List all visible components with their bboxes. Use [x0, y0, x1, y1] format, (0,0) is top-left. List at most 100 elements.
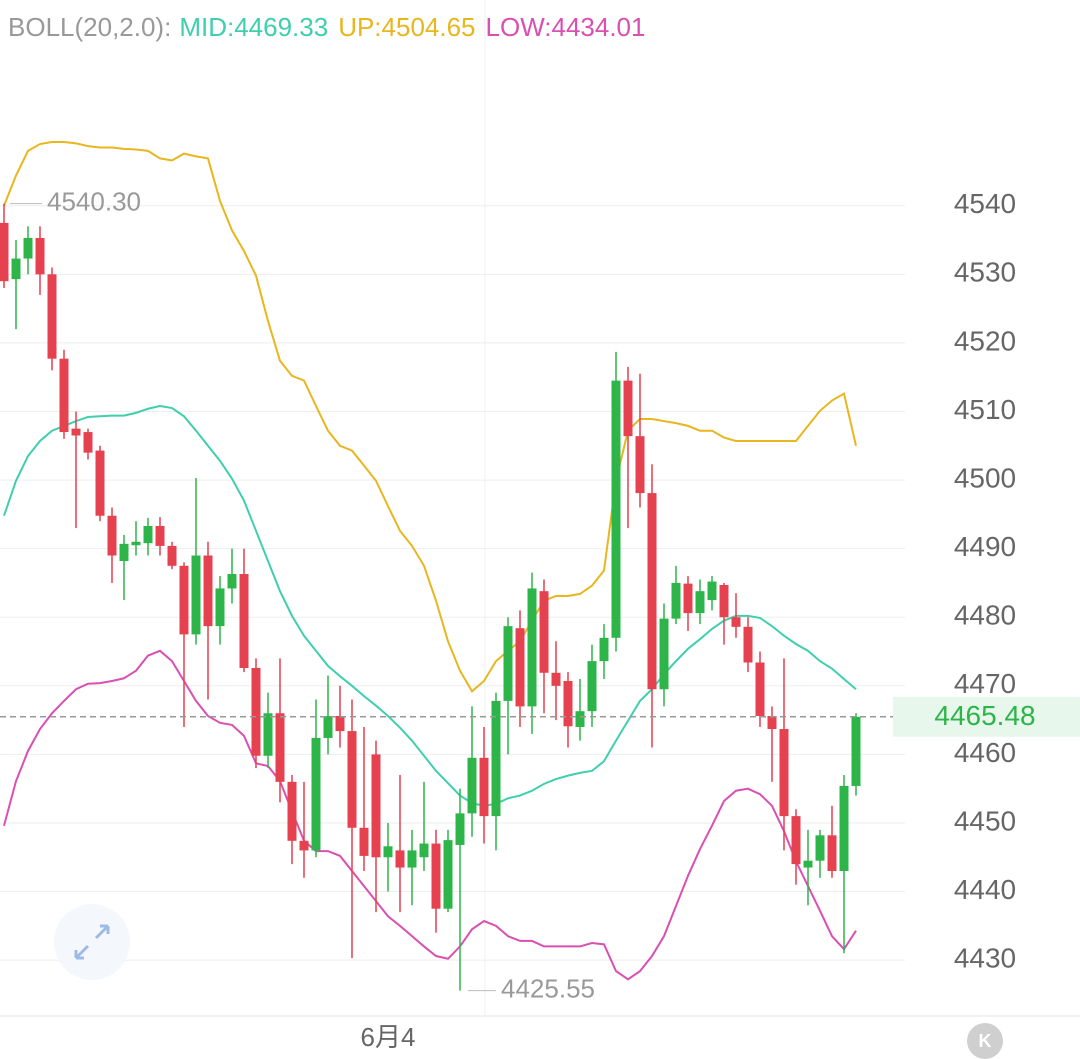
candle-body: [95, 450, 105, 516]
candle-body: [467, 757, 477, 814]
candle-body: [455, 813, 465, 845]
candle-body: [179, 565, 189, 635]
y-tick-label: 4490: [954, 531, 1016, 562]
candle-body: [719, 584, 729, 618]
candle-body: [743, 626, 753, 663]
candle-body: [299, 840, 309, 851]
candle-body: [155, 526, 165, 546]
y-tick-label: 4450: [954, 805, 1016, 836]
max-label: 4540.30: [47, 187, 141, 217]
k-button[interactable]: [967, 1023, 1003, 1059]
candle-body: [815, 835, 825, 861]
candle-body: [611, 380, 621, 638]
candle-body: [323, 715, 333, 738]
candle-body: [191, 555, 201, 635]
candle-body: [683, 583, 693, 614]
band-line: [3, 404, 857, 807]
candle-body: [695, 591, 705, 614]
candle-body: [59, 358, 69, 433]
candle-body: [167, 545, 177, 566]
candle-body: [203, 555, 213, 627]
legend-entry: MID:4469.33: [179, 12, 328, 42]
candle-body: [131, 541, 141, 546]
candle-body: [599, 637, 609, 662]
candle-body: [23, 237, 33, 259]
candle-body: [0, 222, 9, 282]
candle-body: [767, 715, 777, 730]
legend-entry: UP:4504.65: [338, 12, 475, 42]
y-tick-label: 4540: [954, 188, 1016, 219]
candle-body: [839, 785, 849, 871]
candle-body: [515, 628, 525, 707]
legend-entry: LOW:4434.01: [486, 12, 646, 42]
candle-body: [215, 588, 225, 627]
candle-body: [575, 711, 585, 727]
last-price-label: 4465.48: [934, 700, 1035, 731]
candle-body: [707, 581, 717, 601]
candle-body: [755, 662, 765, 716]
candle-body: [275, 713, 285, 782]
band-line: [3, 140, 857, 693]
candle-body: [383, 846, 393, 858]
candle-body: [371, 754, 381, 858]
min-label: 4425.55: [501, 974, 595, 1004]
candle-body: [647, 493, 657, 690]
candle-body: [827, 835, 837, 871]
candle-body: [83, 432, 93, 453]
candle-body: [335, 715, 345, 732]
candle-body: [803, 860, 813, 868]
y-tick-label: 4520: [954, 325, 1016, 356]
indicator-label: BOLL(20,2.0):: [8, 12, 171, 42]
y-tick-label: 4510: [954, 394, 1016, 425]
plot: 4430 4440 4450 4460 4470 4480 4490 4500 4510 4520…: [0, 140, 1080, 1052]
candle-body: [419, 843, 429, 858]
candle-body: [107, 515, 117, 556]
legend: BOLL(20,2.0): MID:4469.33 UP:4504.65 LOW:44…: [8, 12, 645, 42]
y-tick-label: 4470: [954, 668, 1016, 699]
candle-body: [239, 574, 249, 668]
candle-body: [539, 591, 549, 673]
candle-body: [587, 661, 597, 712]
x-tick-label: 6月4: [361, 1022, 416, 1052]
candle-body: [11, 258, 21, 280]
candle-body: [143, 526, 153, 544]
y-tick-label: 4440: [954, 874, 1016, 905]
candle-body: [311, 737, 321, 851]
y-tick-label: 4500: [954, 462, 1016, 493]
candle-body: [779, 729, 789, 817]
band-line: [3, 649, 857, 981]
candle-body: [407, 850, 417, 868]
candle-body: [47, 274, 57, 359]
last-price-box: [893, 696, 1080, 737]
candle-body: [851, 716, 861, 786]
candle-body: [791, 816, 801, 865]
candle-body: [503, 626, 513, 701]
expand-icon: [74, 924, 110, 960]
candle-body: [731, 617, 741, 627]
candle-body: [635, 436, 645, 494]
candle-body: [395, 850, 405, 868]
candle-body: [347, 731, 357, 828]
candle-body: [479, 757, 489, 817]
candle-body: [431, 843, 441, 909]
expand-button[interactable]: [54, 904, 130, 980]
candle-body: [119, 543, 129, 561]
candle-body: [35, 237, 45, 275]
y-tick-label: 4480: [954, 600, 1016, 631]
candle-body: [527, 588, 537, 707]
candle-body: [623, 380, 633, 437]
candle-body: [263, 713, 273, 756]
y-tick-label: 4460: [954, 737, 1016, 768]
candle-body: [287, 781, 297, 841]
candle-body: [551, 672, 561, 686]
candle-body: [491, 700, 501, 817]
y-tick-label: 4430: [954, 943, 1016, 974]
k-button-icon: K: [979, 1031, 992, 1051]
candle-body: [671, 582, 681, 619]
candle-body: [443, 840, 453, 909]
candle-body: [227, 574, 237, 589]
y-tick-label: 4530: [954, 257, 1016, 288]
candle-body: [563, 681, 573, 727]
